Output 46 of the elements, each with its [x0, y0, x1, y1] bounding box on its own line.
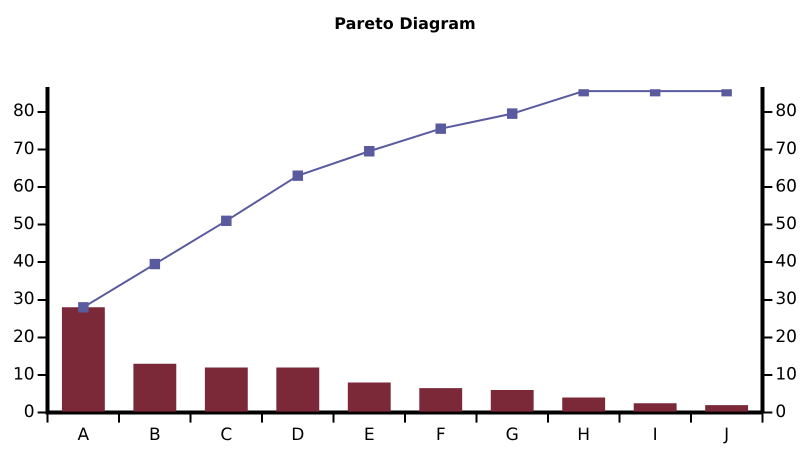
- bar: [62, 307, 105, 412]
- chart-title: Pareto Diagram: [334, 14, 476, 33]
- y-tick-label: 30: [12, 289, 35, 310]
- y2-tick-label: 70: [775, 138, 798, 159]
- x-tick-label: F: [436, 425, 446, 446]
- y2-tick-label: 10: [775, 364, 798, 384]
- y-tick-label: 40: [12, 252, 35, 272]
- bar: [348, 382, 391, 412]
- y-tick-label: 10: [12, 364, 35, 384]
- bar: [490, 390, 534, 412]
- point: [435, 123, 446, 134]
- y2-tick-label: 60: [775, 176, 798, 196]
- point: [506, 108, 518, 119]
- x-tick-label: A: [78, 425, 90, 446]
- y2-tick-label: 30: [775, 289, 798, 310]
- bar: [276, 367, 320, 412]
- point: [78, 302, 89, 313]
- y2-tick-label: 0: [775, 402, 786, 422]
- bar: [634, 403, 677, 412]
- bar: [133, 364, 176, 412]
- x-tick-label: H: [577, 425, 590, 446]
- y2-tick-label: 40: [775, 252, 798, 272]
- y-tick-label: 80: [12, 101, 35, 122]
- x-tick-label: B: [149, 425, 161, 446]
- x-tick-label: D: [291, 425, 304, 446]
- x-tick-label: E: [364, 425, 375, 446]
- point: [364, 146, 375, 156]
- point: [221, 216, 232, 226]
- point: [292, 170, 304, 181]
- y2-tick-label: 50: [775, 214, 798, 234]
- y-tick-label: 60: [12, 176, 35, 196]
- y2-tick-label: 80: [775, 101, 798, 122]
- x-tick-label: C: [220, 425, 232, 446]
- y2-tick-label: 20: [775, 326, 798, 347]
- x-tick-label: I: [652, 425, 658, 446]
- bar: [204, 367, 248, 412]
- x-tick-label: G: [506, 425, 519, 446]
- y-tick-label: 0: [24, 402, 35, 422]
- y-tick-label: 50: [12, 214, 35, 234]
- x-tick-label: J: [723, 425, 730, 446]
- bar: [705, 405, 748, 412]
- bar: [419, 388, 462, 412]
- y-tick-label: 70: [12, 138, 35, 159]
- y-tick-label: 20: [12, 326, 35, 347]
- bar: [562, 398, 606, 412]
- point: [150, 258, 160, 270]
